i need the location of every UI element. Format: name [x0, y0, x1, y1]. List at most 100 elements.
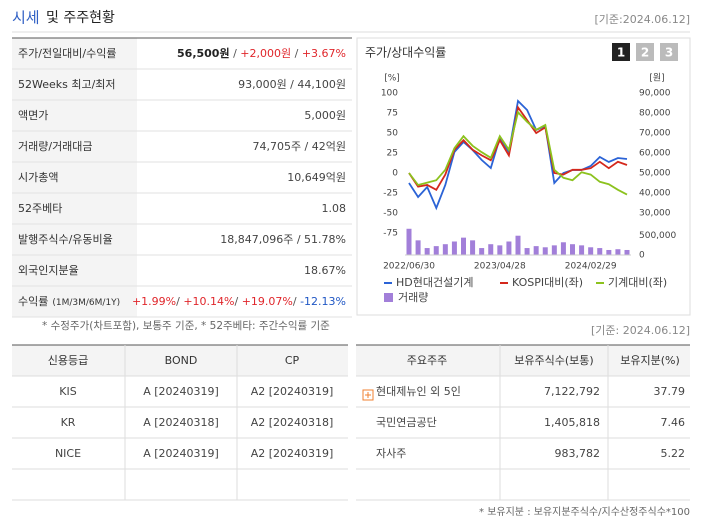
row-value: 93,000원 / 44,100원 — [238, 78, 346, 91]
value-part: +19.07% — [242, 295, 293, 308]
column-header: CP — [285, 354, 300, 367]
label-cell — [12, 162, 137, 193]
table-cell: 7.46 — [661, 416, 686, 429]
y-tick-label: 0 — [392, 169, 398, 179]
y-tick-label: 50 — [387, 129, 399, 139]
table-cell: A [20240318] — [143, 416, 219, 429]
series-line — [408, 110, 628, 196]
row-label: 52Weeks 최고/최저 — [18, 78, 116, 91]
y-tick-label: -25 — [383, 189, 398, 199]
volume-bar — [461, 237, 466, 255]
chart-tab[interactable] — [612, 43, 630, 61]
volume-bar — [588, 247, 594, 255]
row-value: 18.67% — [304, 264, 346, 277]
row-value: 10,649억원 — [287, 171, 346, 184]
volume-tick-label: 0 — [639, 251, 645, 261]
x-tick-label: 2024/02/29 — [565, 262, 617, 272]
table-cell: A2 [20240318] — [251, 416, 334, 429]
value-part: / — [235, 295, 242, 308]
table-cell: A2 [20240319] — [251, 447, 334, 460]
volume-bar — [606, 249, 612, 255]
column-header: 주요주주 — [407, 354, 447, 367]
column-header: BOND — [165, 354, 198, 367]
value-part: +10.14% — [183, 295, 234, 308]
table-cell: 7,122,792 — [544, 385, 600, 398]
y2-tick-label: 30,000 — [639, 209, 671, 219]
table-cell: A [20240319] — [143, 385, 219, 398]
row-label: 발행주식수/유동비율 — [18, 233, 113, 246]
series-line — [408, 105, 628, 191]
value-part: 1.08 — [322, 202, 347, 215]
chart-tab[interactable] — [636, 43, 654, 61]
table-cell: 자사주 — [376, 447, 406, 460]
volume-bar — [470, 240, 476, 255]
value-part: 56,500원 — [177, 46, 230, 60]
chart-tab-label: 1 — [617, 46, 625, 60]
y-axis-label: [%] — [384, 74, 400, 84]
volume-bar — [406, 228, 412, 255]
table-cell: 국민연금공단 — [376, 416, 437, 429]
table-cell: KIS — [59, 385, 76, 398]
row-label-text: 수익률 — [18, 295, 48, 308]
table-cell: A [20240319] — [143, 447, 219, 460]
row-label-note: (1M/3M/6M/1Y) — [52, 298, 120, 308]
column-header: 보유주식수(보통) — [514, 354, 593, 367]
label-cell — [12, 224, 137, 255]
table-cell: KR — [61, 416, 76, 429]
legend-swatch — [384, 293, 393, 302]
chart-panel-title: 주가/상대수익률 — [365, 46, 446, 60]
y2-tick-label: 60,000 — [639, 149, 671, 159]
table-cell: 983,782 — [555, 447, 601, 460]
row-label: 시가총액 — [18, 171, 58, 184]
volume-bar — [533, 246, 539, 255]
y2-tick-label: 50,000 — [639, 169, 671, 179]
value-part: / — [176, 295, 183, 308]
row-label: 외국인지분율 — [18, 264, 79, 277]
volume-bar — [479, 248, 485, 255]
value-part: 93,000원 / 44,100원 — [238, 78, 346, 91]
header-date: [기준:2024.06.12] — [594, 13, 690, 26]
y-tick-label: -75 — [383, 229, 398, 239]
row-label: 52주베타 — [18, 202, 62, 215]
value-part: 18.67% — [304, 264, 346, 277]
row-label: 주가/전일대비/수익률 — [18, 46, 117, 60]
row-value: 18,847,096주 / 51.78% — [220, 233, 346, 246]
y2-tick-label: 80,000 — [639, 109, 671, 119]
volume-bar — [579, 245, 585, 255]
volume-bar — [497, 245, 503, 255]
row-label-text: 시가총액 — [18, 171, 58, 184]
chart-panel — [356, 37, 691, 316]
series-line — [408, 99, 628, 211]
legend-label: 거래량 — [398, 291, 428, 304]
row-value: 5,000원 — [304, 109, 346, 122]
volume-bar — [488, 244, 494, 255]
table-cell: NICE — [55, 447, 81, 460]
chart-tab-label: 2 — [641, 46, 649, 60]
volume-bar — [570, 244, 575, 255]
y-tick-label: 75 — [387, 109, 398, 119]
row-label-text: 액면가 — [18, 109, 48, 122]
volume-bar — [615, 249, 621, 255]
volume-bar — [597, 248, 603, 255]
row-label: 거래량/거래대금 — [18, 140, 93, 153]
row-label-text: 주가/전일대비/수익률 — [18, 46, 117, 60]
value-part: / — [293, 295, 300, 308]
summary-note: * 수정주가(차트포함), 보통주 기준, * 52주베타: 주간수익률 기준 — [42, 320, 330, 332]
label-cell — [12, 286, 137, 317]
label-cell — [12, 100, 137, 131]
y-tick-label: -50 — [383, 209, 398, 219]
value-part: / — [291, 47, 302, 60]
row-value: +1.99%/ +10.14%/ +19.07%/ -12.13% — [132, 295, 346, 308]
volume-bar — [515, 235, 521, 255]
y2-tick-label: 40,000 — [639, 189, 671, 199]
value-part: +1.99% — [132, 295, 176, 308]
value-part: 18,847,096주 / 51.78% — [220, 233, 346, 246]
label-cell — [12, 69, 137, 100]
row-label-text: 거래량/거래대금 — [18, 140, 93, 153]
y2-axis-label: [원] — [649, 73, 664, 84]
chart-tab[interactable] — [660, 43, 678, 61]
holders-note: * 보유지분 : 보유지분주식수/지수산정주식수*100 — [479, 506, 690, 518]
column-header: 신용등급 — [48, 354, 88, 367]
row-label: 액면가 — [18, 109, 48, 122]
